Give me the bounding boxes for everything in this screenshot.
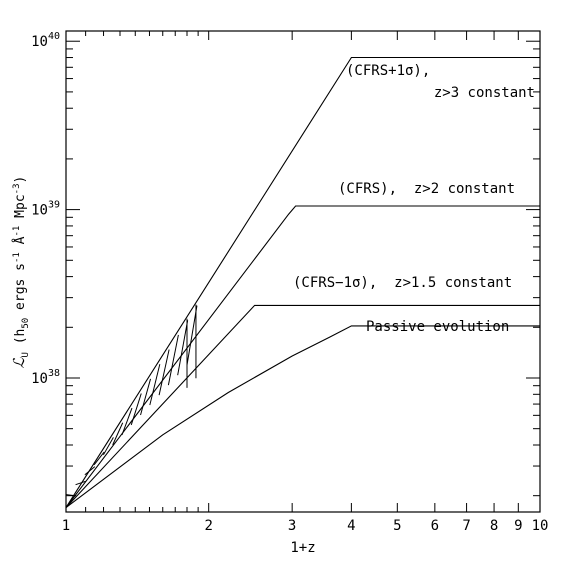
x-axis-label: 1+z (290, 540, 315, 556)
hatch-line (158, 349, 170, 396)
x-tick-label: 6 (431, 518, 439, 534)
annotation-cfrs-minus: (CFRS−1σ), z>1.5 constant (293, 275, 512, 291)
series-line-4 (65, 325, 540, 509)
annotation-cfrs-plus-line2: z>3 constant (434, 85, 535, 101)
x-tick-label: 1 (62, 518, 70, 534)
hatch-line (186, 305, 198, 366)
y-tick-label: 1040 (31, 31, 60, 50)
hatch-line (102, 437, 114, 456)
y-tick-labels: 1038 1039 1040 (31, 31, 60, 387)
annotation-cfrs: (CFRS), z>2 constant (338, 181, 515, 197)
y-axis-label: ℒU (h50 ergs s-1 Å-1 Mpc-3) (10, 176, 31, 369)
hatch-line (149, 364, 161, 406)
x-tick-label: 5 (393, 518, 401, 534)
x-tick-labels: 1 2 3 4 5 6 7 8 9 10 (62, 518, 549, 534)
series-line-1 (65, 56, 540, 508)
annotation-cfrs-plus-line1: (CFRS+1σ), (346, 63, 430, 79)
hatch-line (177, 320, 189, 376)
x-tick-label: 3 (288, 518, 296, 534)
x-tick-label: 4 (347, 518, 355, 534)
hatch-line (93, 451, 105, 466)
series-line-3 (65, 304, 540, 508)
hatch-line (112, 422, 124, 446)
minor-ticks (66, 31, 540, 512)
y-tick-label: 1039 (31, 200, 60, 219)
x-tick-label: 9 (514, 518, 522, 534)
plot-frame (65, 30, 541, 513)
y-tick-label: 1038 (31, 368, 60, 387)
hatch-line (121, 407, 133, 436)
x-tick-label: 10 (532, 518, 549, 534)
hatch-line (140, 378, 152, 416)
major-ticks (65, 31, 541, 512)
series-layer (65, 56, 540, 509)
hatch-region (66, 304, 198, 497)
hatch-line (75, 480, 86, 486)
annotation-cfrs-plus: (CFRS+1σ), z>3 constant (346, 63, 535, 101)
annotation-passive: Passive evolution (366, 319, 509, 335)
hatch-line (167, 334, 179, 386)
x-tick-label: 2 (204, 518, 212, 534)
x-tick-label: 7 (462, 518, 470, 534)
series-line-2 (65, 205, 540, 508)
x-tick-label: 8 (490, 518, 498, 534)
